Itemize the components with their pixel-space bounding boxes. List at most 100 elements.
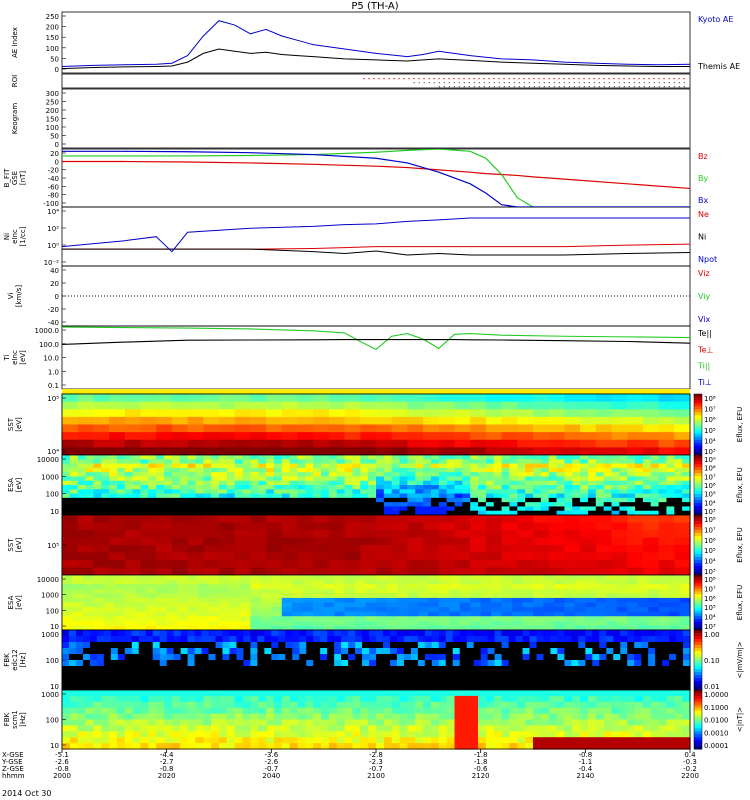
sst_e-cell: [423, 401, 440, 410]
esa_e-cell: [619, 510, 628, 516]
esa_e-cell: [313, 463, 322, 469]
fbk_b-cell: [627, 737, 636, 744]
esa_e-cell: [415, 476, 424, 482]
esa_e-cell: [234, 480, 244, 486]
esa_e-cell: [179, 467, 189, 473]
sst_i-cell: [156, 560, 173, 569]
sst_e-cell: [438, 401, 456, 410]
sst_e-colorbar-cell: [694, 448, 702, 453]
sst_i-cell: [564, 552, 581, 561]
fbk_b-cell: [234, 713, 244, 721]
fbk_b-cell: [132, 731, 142, 738]
esa_e-cell: [352, 455, 361, 460]
esa_e-cell: [69, 472, 79, 478]
sst_i-colorbar-cell: [694, 536, 702, 540]
esa_e-cell: [501, 502, 511, 508]
esa_e-cell: [148, 493, 157, 499]
sst_e-cell: [642, 439, 660, 448]
fbk_b-cell: [595, 713, 605, 721]
sst_i-colorbar-cell: [694, 572, 702, 576]
esa_e-cell: [140, 485, 149, 490]
esa_e-cell: [674, 467, 683, 473]
fbk_b-cell: [635, 690, 644, 697]
fbk_b-cell: [564, 701, 573, 709]
fbk_b-cell: [273, 713, 283, 721]
x-axis-value: 2100: [367, 772, 385, 780]
fbk_e-cell: [578, 642, 586, 649]
esa_i-cell: [239, 602, 251, 608]
esa_e-cell: [611, 485, 620, 490]
fbk_b-cell: [344, 719, 354, 726]
fbk_e-cell: [117, 636, 126, 643]
esa_i-cell: [271, 611, 283, 617]
fbk_b-cell: [179, 731, 189, 738]
fbk_e-cell: [320, 672, 328, 679]
esa_e-cell: [116, 467, 126, 473]
fbk_b-cell: [611, 713, 620, 721]
esa_e-cell: [462, 467, 471, 473]
x-axis-value: -2.7: [160, 758, 174, 766]
fbk_b-cell: [501, 713, 511, 721]
fbk_b-cell: [266, 690, 275, 697]
x-axis-value: -0.8: [578, 751, 592, 759]
fbk_e-cell: [536, 630, 545, 637]
fbk_b-cell: [603, 695, 613, 703]
esa_e-cell: [116, 472, 126, 478]
esa_e-cell: [509, 489, 518, 495]
fbk_e-cell: [75, 636, 84, 643]
esa_i-ytick: 10: [50, 623, 59, 631]
fbk_b-cell: [650, 695, 660, 703]
fbk_b-cell: [399, 737, 408, 744]
esa_e-cell: [407, 480, 416, 486]
fbk_e-cell: [543, 678, 552, 685]
fbk_b-cell: [62, 737, 71, 744]
esa_e-cell: [548, 485, 558, 490]
fbk_b-cell: [376, 731, 385, 738]
esa_i-cell: [187, 602, 199, 608]
fbk_b-cell: [321, 725, 330, 732]
sst_i-cell: [611, 567, 628, 576]
fbk_e-cell: [341, 672, 349, 679]
fbk_e-cell: [292, 630, 300, 637]
esa_i-cell: [208, 607, 220, 613]
fbk_e-cell: [683, 660, 691, 667]
esa_i-cell: [512, 579, 524, 585]
esa_i-cell: [564, 602, 576, 608]
esa_i-cell: [229, 611, 241, 617]
esa_e-cell: [124, 472, 134, 478]
fbk_e-cell: [327, 636, 335, 643]
fbk_b-cell: [619, 707, 628, 715]
fbk_e-cell: [215, 654, 224, 661]
fbk_e-cell: [362, 660, 370, 667]
esa_i-cell: [512, 584, 524, 590]
esa_e-cell: [430, 472, 440, 478]
esa_i-cell: [585, 620, 597, 627]
esa_e-cell: [493, 497, 503, 503]
velocity-ylabel-line: Vi: [7, 293, 15, 300]
sst_e-cell: [297, 447, 314, 456]
esa_i-cell: [177, 575, 189, 581]
sst_i-cell: [93, 545, 110, 554]
esa_i-cell: [208, 620, 220, 627]
fbk_e-cell: [89, 684, 98, 691]
esa_e-cell: [148, 485, 157, 490]
fbk_b-cell: [289, 690, 299, 697]
fbk_e-cell: [271, 642, 279, 649]
fbk_b-cell: [266, 713, 275, 721]
esa_e-cell: [85, 489, 94, 495]
sst_e-cell: [234, 424, 251, 433]
esa_e-cell: [258, 472, 267, 478]
x-axis-value: -0.7: [369, 765, 383, 773]
esa_e-cell: [250, 472, 259, 478]
esa_e-cell: [116, 455, 126, 460]
esa_i-cell: [281, 607, 293, 613]
esa_i-cell: [198, 620, 210, 627]
fbk_b-cell: [399, 731, 408, 738]
esa_i-ytick: 100: [46, 607, 59, 615]
esa_i-cell: [407, 593, 419, 599]
fbk_b-cell: [540, 731, 550, 738]
roi-dot: [523, 86, 525, 88]
esa_e-cell: [336, 472, 346, 478]
fbk_e-cell: [264, 648, 272, 655]
sst_e-cell: [564, 409, 581, 418]
